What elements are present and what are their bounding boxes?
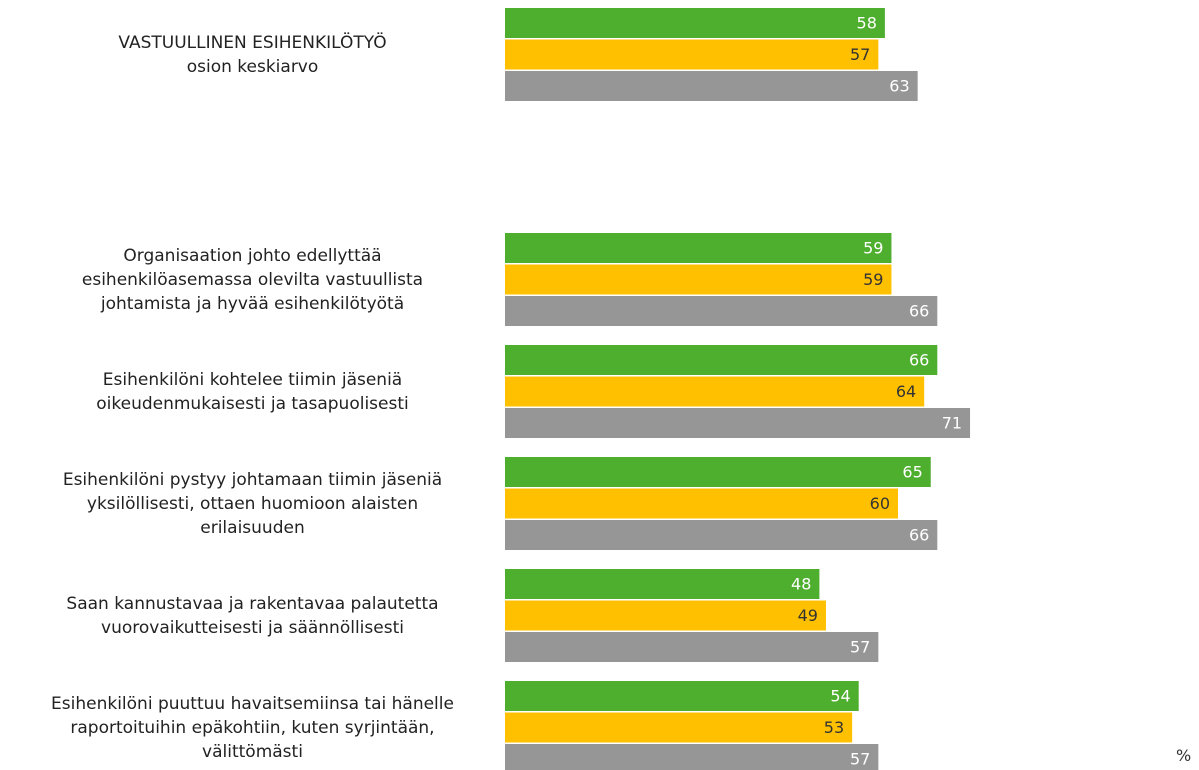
- bar: [505, 408, 971, 438]
- category-label: Saan kannustavaa ja rakentavaa palautett…: [66, 593, 439, 638]
- bar: [505, 681, 859, 711]
- value-label: 53: [824, 718, 844, 737]
- bar: [505, 345, 938, 375]
- value-label: 59: [863, 270, 883, 289]
- value-label: 66: [909, 302, 929, 321]
- bar: [505, 296, 938, 326]
- bar: [505, 264, 892, 295]
- bar: [505, 233, 892, 263]
- category-label: Organisaation johto edellyttää esihenkil…: [81, 245, 424, 314]
- value-label: 54: [830, 687, 850, 706]
- category-label: VASTUULLINEN ESIHENKILÖTYÖ osion keskiar…: [118, 32, 387, 77]
- bar: [505, 488, 898, 519]
- category-label: Esihenkilöni pystyy johtamaan tiimin jäs…: [62, 469, 443, 538]
- bar: [505, 457, 931, 487]
- value-label: 57: [850, 638, 870, 657]
- value-label: 64: [896, 382, 916, 401]
- value-label: 49: [798, 606, 818, 625]
- value-label: 59: [863, 239, 883, 258]
- value-label: 58: [857, 14, 877, 33]
- bar: [505, 569, 820, 599]
- bar: [505, 71, 918, 101]
- bar: [505, 520, 938, 550]
- value-label: 57: [850, 750, 870, 769]
- value-label: 57: [850, 45, 870, 64]
- bar: [505, 39, 879, 70]
- bar: [505, 8, 885, 38]
- bar: [505, 632, 879, 662]
- bar: [505, 600, 826, 631]
- bar: [505, 744, 879, 770]
- value-label: 71: [942, 414, 962, 433]
- value-label: 63: [889, 77, 909, 96]
- category-label: Esihenkilöni kohtelee tiimin jäseniä oik…: [96, 369, 409, 414]
- bar: [505, 376, 925, 407]
- value-label: 66: [909, 351, 929, 370]
- value-label: 66: [909, 526, 929, 545]
- category-label: Esihenkilöni puuttuu havaitsemiinsa tai …: [51, 693, 454, 762]
- value-label: 60: [870, 494, 890, 513]
- value-label: 48: [791, 575, 811, 594]
- unit-label: %: [1176, 746, 1192, 765]
- bar: [505, 712, 853, 743]
- value-label: 65: [902, 463, 922, 482]
